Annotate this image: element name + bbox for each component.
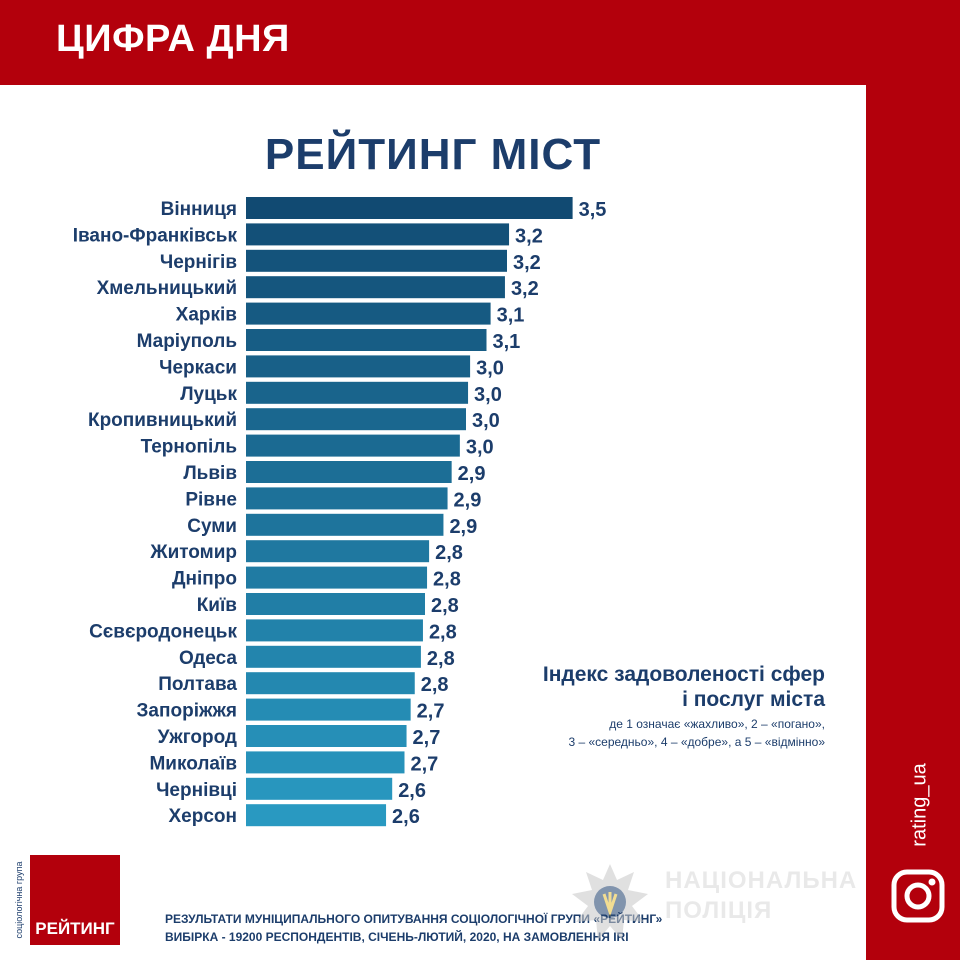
bar [246,513,444,536]
bar [246,434,460,457]
value-label: 2,7 [417,701,445,723]
category-label: Дніпро [172,569,237,590]
category-label: Херсон [169,806,238,827]
bar [246,777,393,800]
value-label: 2,8 [421,674,449,696]
category-label: Ужгород [158,727,237,748]
bar [246,487,448,510]
logo-text: РЕЙТИНГ [35,919,115,938]
bar [246,725,407,747]
value-label: 2,9 [458,463,486,485]
bar [246,197,573,219]
category-label: Тернопіль [141,437,237,458]
value-label: 2,7 [413,727,441,749]
footer-line-1: РЕЗУЛЬТАТИ МУНІЦИПАЛЬНОГО ОПИТУВАННЯ СОЦ… [165,912,663,926]
bar [246,540,430,563]
value-label: 2,8 [427,648,455,670]
value-label: 3,1 [497,305,525,327]
rating-logo: РЕЙТИНГ [30,855,120,945]
bar [246,751,405,774]
category-label: Вінниця [161,199,237,220]
value-label: 3,0 [466,437,494,459]
bar [246,249,507,272]
bar [246,461,452,483]
value-label: 3,0 [476,357,504,379]
footer-line-2: ВИБІРКА - 19200 РЕСПОНДЕНТІВ, СІЧЕНЬ-ЛЮТ… [165,930,629,944]
category-label: Івано-Франківськ [73,225,238,246]
value-label: 3,1 [493,331,521,353]
bar [246,223,510,246]
value-label: 2,7 [411,753,439,775]
bar [246,566,428,589]
bar [246,698,411,721]
value-label: 2,8 [433,569,461,591]
category-label: Суми [187,516,237,537]
value-label: 2,9 [449,516,477,538]
police-badge-icon [572,864,648,940]
bar [246,804,387,827]
bar [246,276,505,299]
category-label: Сєвєродонецьк [89,621,237,642]
value-label: 3,2 [515,225,543,247]
category-label: Харків [176,305,237,326]
category-label: Чернівці [156,780,237,801]
value-label: 3,2 [511,278,539,300]
value-label: 2,8 [435,542,463,564]
bar [246,619,423,642]
category-label: Запоріжжя [137,701,237,722]
bar [246,593,425,615]
value-label: 3,2 [513,252,541,274]
police-watermark-text: НАЦІОНАЛЬНА ПОЛІЦІЯ [665,867,858,924]
bar [246,381,469,404]
category-label: Полтава [158,674,237,695]
bar [246,672,415,695]
value-label: 3,0 [472,410,500,432]
value-label: 3,0 [474,384,502,406]
category-label: Львів [183,463,237,484]
value-label: 3,5 [579,199,607,221]
bar [246,645,421,668]
instagram-icon [891,869,945,923]
chart-title: РЕЙТИНГ МІСТ [264,130,602,179]
category-label: Житомир [149,542,237,563]
category-label: Чернігів [160,252,237,273]
social-handle: rating_ua [908,763,931,847]
category-label: Хмельницький [97,278,237,299]
police-watermark: НАЦІОНАЛЬНА ПОЛІЦІЯ [570,862,860,942]
bar [246,329,487,351]
bar [246,408,466,431]
category-label: Київ [197,595,237,616]
category-label: Маріуполь [137,331,237,352]
category-label: Луцьк [180,384,237,405]
category-label: Кропивницький [88,410,237,431]
header-title: ЦИФРА ДНЯ [56,18,290,60]
category-label: Черкаси [159,357,237,378]
value-label: 2,8 [431,595,459,617]
value-label: 2,9 [454,489,482,511]
logo-subtitle: соціологічна група [14,861,24,939]
value-label: 2,8 [429,621,457,643]
legend-note: де 1 означає «жахливо», 2 – «погано», 3 … [568,717,825,749]
value-label: 2,6 [398,780,426,802]
category-label: Миколаїв [149,753,237,774]
bar [246,355,471,378]
category-label: Рівне [185,489,237,510]
footer-source: РЕЗУЛЬТАТИ МУНІЦИПАЛЬНОГО ОПИТУВАННЯ СОЦ… [165,910,662,946]
category-label: Одеса [179,648,237,669]
bar [246,302,491,325]
value-label: 2,6 [392,806,420,828]
legend-title: Індекс задоволеності сфер і послуг міста [542,663,825,711]
